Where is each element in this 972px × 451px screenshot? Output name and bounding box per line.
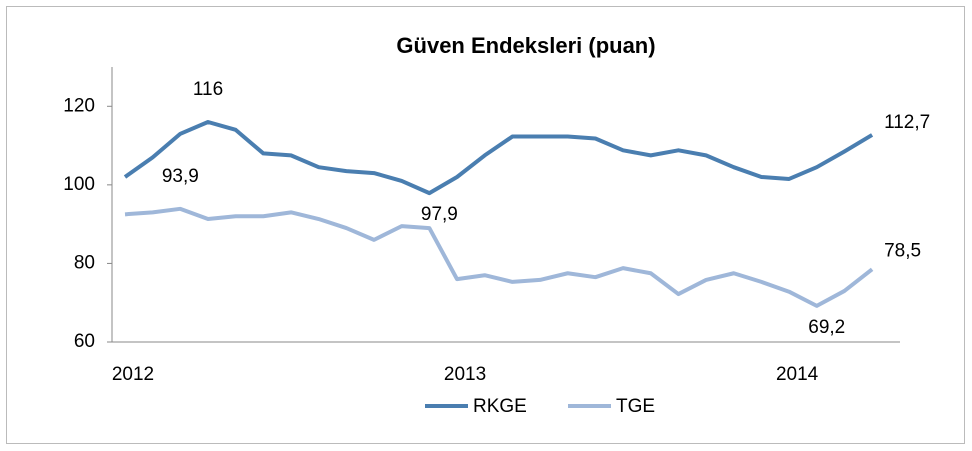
legend-label: TGE bbox=[616, 396, 655, 417]
data-label: 78,5 bbox=[884, 240, 921, 261]
x-tick-label: 2013 bbox=[444, 364, 486, 385]
line-series bbox=[124, 206, 874, 308]
data-label: 93,9 bbox=[162, 166, 199, 187]
data-label: 69,2 bbox=[808, 317, 845, 338]
data-label: 112,7 bbox=[884, 112, 930, 133]
data-label: 116 bbox=[193, 79, 223, 100]
chart-border bbox=[6, 6, 965, 444]
y-tick-label: 120 bbox=[63, 95, 95, 116]
y-tick-label: 100 bbox=[63, 174, 95, 195]
line-series bbox=[123, 120, 874, 196]
chart-title: Güven Endeksleri (puan) bbox=[396, 33, 655, 58]
y-tick-label: 80 bbox=[74, 252, 95, 273]
x-tick-label: 2012 bbox=[112, 364, 154, 385]
legend-label: RKGE bbox=[473, 396, 527, 417]
data-label: 97,9 bbox=[421, 204, 458, 225]
x-tick-label: 2014 bbox=[776, 364, 819, 385]
y-tick-label: 60 bbox=[74, 331, 95, 352]
